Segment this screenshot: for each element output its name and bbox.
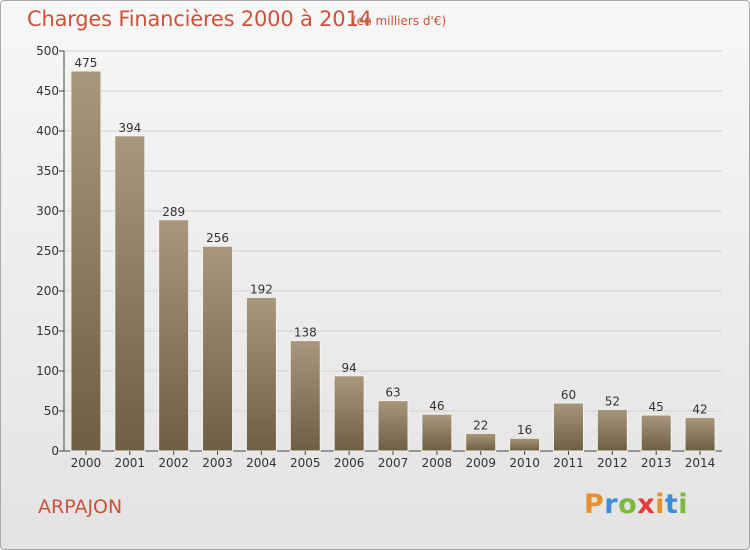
- bar: [70, 70, 102, 452]
- value-label: 22: [473, 418, 488, 432]
- x-tick-label: 2002: [158, 456, 189, 470]
- logo-letter: t: [664, 489, 679, 520]
- bar: [202, 245, 234, 452]
- y-tick-label: 100: [36, 364, 59, 378]
- bar: [640, 414, 672, 452]
- value-labels: 475 394 289 256 192 138 94 63 46 22 16 60 52 45 42: [74, 56, 707, 437]
- x-tick-label: 2010: [509, 456, 540, 470]
- y-tick-label: 400: [36, 124, 59, 138]
- x-tick-label: 2004: [246, 456, 277, 470]
- x-tick-label: 2011: [553, 456, 584, 470]
- logo-letter: i: [678, 489, 689, 520]
- bar: [289, 340, 321, 452]
- bars: [70, 70, 716, 452]
- logo-letter: r: [604, 489, 619, 520]
- y-tick-label: 500: [36, 44, 59, 58]
- bar: [552, 402, 584, 452]
- value-label: 475: [74, 56, 97, 70]
- x-tick-label: 2009: [465, 456, 496, 470]
- proxiti-logo: Proxiti: [584, 489, 688, 520]
- town-name: ARPAJON: [38, 496, 123, 518]
- value-label: 394: [118, 121, 141, 135]
- chart-title: Charges Financières 2000 à 2014: [27, 7, 372, 31]
- logo-letter: i: [655, 489, 665, 520]
- value-label: 94: [341, 361, 356, 375]
- chart-subtitle: (en milliers d'€): [352, 14, 447, 28]
- y-tick-labels: 0 50 100 150 200 250 300 350 400 450 500: [36, 44, 59, 458]
- bar: [114, 135, 146, 452]
- logo-letter: o: [618, 489, 638, 520]
- x-tick-label: 2014: [685, 456, 716, 470]
- value-label: 52: [605, 394, 620, 408]
- y-tick-label: 0: [51, 444, 59, 458]
- value-label: 63: [385, 386, 400, 400]
- logo-letter: x: [637, 489, 656, 520]
- bar: [377, 400, 409, 452]
- bar: [158, 219, 190, 452]
- bar: [245, 296, 277, 452]
- value-label: 16: [517, 423, 532, 437]
- value-label: 256: [206, 231, 229, 245]
- bar: [421, 413, 453, 452]
- y-tick-label: 350: [36, 164, 59, 178]
- bar: [333, 375, 365, 452]
- value-label: 192: [250, 282, 273, 296]
- y-tick-label: 250: [36, 244, 59, 258]
- y-tick-label: 150: [36, 324, 59, 338]
- value-label: 42: [692, 402, 707, 416]
- value-label: 45: [649, 400, 664, 414]
- x-tick-label: 2008: [422, 456, 453, 470]
- bar: [596, 408, 628, 452]
- logo-letter: P: [584, 489, 605, 520]
- x-tick-label: 2006: [334, 456, 365, 470]
- x-tick-label: 2005: [290, 456, 321, 470]
- x-tick-label: 2003: [202, 456, 233, 470]
- bar: [684, 416, 716, 452]
- x-tick-label: 2007: [378, 456, 409, 470]
- y-tick-label: 50: [44, 404, 59, 418]
- value-label: 289: [162, 205, 185, 219]
- value-label: 46: [429, 399, 444, 413]
- x-tick-label: 2001: [115, 456, 146, 470]
- value-label: 60: [561, 388, 576, 402]
- y-tick-label: 450: [36, 84, 59, 98]
- x-tick-label: 2000: [71, 456, 102, 470]
- bar: [509, 437, 541, 452]
- x-tick-label: 2012: [597, 456, 628, 470]
- bar: [465, 432, 497, 452]
- y-tick-label: 200: [36, 284, 59, 298]
- x-tick-label: 2013: [641, 456, 672, 470]
- value-label: 138: [294, 326, 317, 340]
- x-tick-labels: 2000 2001 2002 2003 2004 2005 2006 2007 2008 2009…: [71, 451, 716, 470]
- y-tick-label: 300: [36, 204, 59, 218]
